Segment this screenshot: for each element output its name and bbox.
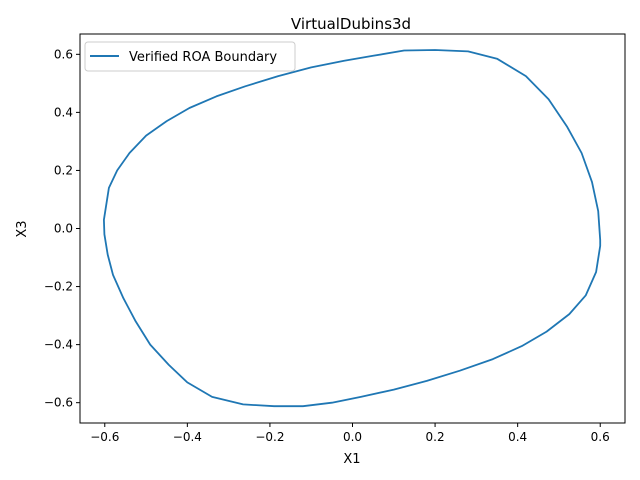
legend: Verified ROA Boundary [84, 41, 296, 72]
series-layer [103, 49, 602, 408]
x-tick-label: −0.6 [90, 430, 119, 444]
x-axis-ticks: −0.6 −0.4 −0.2 0.0 0.2 0.4 0.6 [90, 423, 610, 444]
y-tick-label: −0.6 [44, 396, 73, 410]
y-axis-label: X3 [15, 220, 30, 237]
x-tick-label: −0.4 [173, 430, 202, 444]
legend-label: Verified ROA Boundary [129, 50, 277, 65]
y-axis-ticks: 0.6 0.4 0.2 0.0 −0.2 −0.4 −0.6 [44, 47, 80, 410]
y-tick-label: 0.4 [54, 105, 73, 119]
y-tick-label: −0.4 [44, 338, 73, 352]
y-tick-label: 0.6 [54, 47, 73, 61]
chart-title: VirtualDubins3d [291, 15, 411, 33]
x-tick-label: 0.0 [343, 430, 362, 444]
x-axis-label: X1 [343, 452, 360, 467]
x-tick-label: −0.2 [255, 430, 284, 444]
x-tick-label: 0.2 [426, 430, 445, 444]
x-tick-label: 0.4 [508, 430, 527, 444]
series-line-0 [103, 49, 602, 408]
x-tick-label: 0.6 [591, 430, 610, 444]
y-tick-label: 0.2 [54, 163, 73, 177]
y-tick-label: 0.0 [54, 222, 73, 236]
y-tick-label: −0.2 [44, 280, 73, 294]
plot-area [80, 34, 625, 423]
legend-box [84, 41, 296, 72]
